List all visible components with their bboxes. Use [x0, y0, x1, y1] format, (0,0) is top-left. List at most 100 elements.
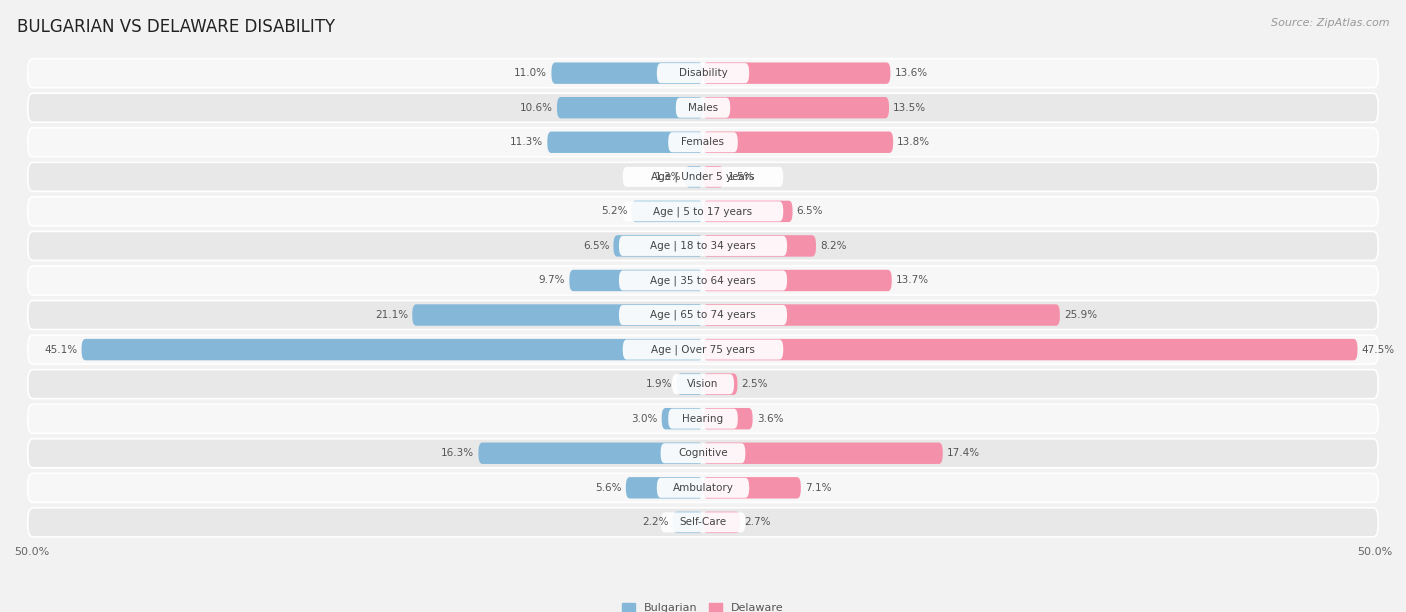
FancyBboxPatch shape	[676, 98, 730, 118]
Text: Age | 65 to 74 years: Age | 65 to 74 years	[650, 310, 756, 320]
Text: Ambulatory: Ambulatory	[672, 483, 734, 493]
FancyBboxPatch shape	[672, 512, 703, 533]
FancyBboxPatch shape	[28, 439, 1378, 468]
Text: 13.5%: 13.5%	[893, 103, 927, 113]
FancyBboxPatch shape	[28, 335, 1378, 364]
FancyBboxPatch shape	[661, 443, 745, 463]
Text: 10.6%: 10.6%	[520, 103, 553, 113]
Text: 1.3%: 1.3%	[654, 172, 681, 182]
Text: 17.4%: 17.4%	[946, 448, 980, 458]
FancyBboxPatch shape	[623, 201, 783, 222]
Text: 50.0%: 50.0%	[1357, 547, 1392, 557]
FancyBboxPatch shape	[657, 63, 749, 83]
FancyBboxPatch shape	[28, 197, 1378, 226]
FancyBboxPatch shape	[703, 62, 890, 84]
FancyBboxPatch shape	[631, 201, 703, 222]
Text: BULGARIAN VS DELAWARE DISABILITY: BULGARIAN VS DELAWARE DISABILITY	[17, 18, 335, 36]
FancyBboxPatch shape	[619, 305, 787, 325]
FancyBboxPatch shape	[703, 132, 893, 153]
FancyBboxPatch shape	[557, 97, 703, 118]
Text: 5.2%: 5.2%	[600, 206, 627, 217]
Text: 6.5%: 6.5%	[583, 241, 609, 251]
FancyBboxPatch shape	[703, 201, 793, 222]
Text: 8.2%: 8.2%	[820, 241, 846, 251]
FancyBboxPatch shape	[613, 235, 703, 256]
Text: Source: ZipAtlas.com: Source: ZipAtlas.com	[1271, 18, 1389, 28]
Text: 6.5%: 6.5%	[797, 206, 823, 217]
Text: 9.7%: 9.7%	[538, 275, 565, 285]
FancyBboxPatch shape	[623, 167, 783, 187]
FancyBboxPatch shape	[412, 304, 703, 326]
Text: 45.1%: 45.1%	[45, 345, 77, 354]
Text: 3.6%: 3.6%	[756, 414, 783, 424]
FancyBboxPatch shape	[703, 97, 889, 118]
Text: Cognitive: Cognitive	[678, 448, 728, 458]
FancyBboxPatch shape	[703, 270, 891, 291]
Text: Age | Under 5 years: Age | Under 5 years	[651, 171, 755, 182]
Text: 1.9%: 1.9%	[647, 379, 672, 389]
Legend: Bulgarian, Delaware: Bulgarian, Delaware	[617, 598, 789, 612]
FancyBboxPatch shape	[703, 304, 1060, 326]
Text: 1.5%: 1.5%	[728, 172, 754, 182]
FancyBboxPatch shape	[668, 409, 738, 429]
FancyBboxPatch shape	[703, 408, 752, 430]
FancyBboxPatch shape	[619, 271, 787, 291]
FancyBboxPatch shape	[703, 235, 815, 256]
Text: 21.1%: 21.1%	[375, 310, 408, 320]
Text: 25.9%: 25.9%	[1064, 310, 1097, 320]
FancyBboxPatch shape	[657, 478, 749, 498]
FancyBboxPatch shape	[82, 339, 703, 360]
Text: 50.0%: 50.0%	[14, 547, 49, 557]
FancyBboxPatch shape	[703, 339, 1358, 360]
FancyBboxPatch shape	[547, 132, 703, 153]
FancyBboxPatch shape	[28, 370, 1378, 398]
Text: 5.6%: 5.6%	[595, 483, 621, 493]
FancyBboxPatch shape	[685, 166, 703, 187]
FancyBboxPatch shape	[28, 128, 1378, 157]
Text: 16.3%: 16.3%	[441, 448, 474, 458]
Text: 11.0%: 11.0%	[515, 68, 547, 78]
FancyBboxPatch shape	[28, 162, 1378, 192]
Text: 2.5%: 2.5%	[741, 379, 768, 389]
Text: 11.3%: 11.3%	[510, 137, 543, 147]
FancyBboxPatch shape	[703, 477, 801, 499]
Text: 2.2%: 2.2%	[643, 517, 669, 528]
FancyBboxPatch shape	[551, 62, 703, 84]
Text: 3.0%: 3.0%	[631, 414, 658, 424]
Text: 7.1%: 7.1%	[806, 483, 831, 493]
FancyBboxPatch shape	[28, 266, 1378, 295]
FancyBboxPatch shape	[28, 404, 1378, 433]
FancyBboxPatch shape	[28, 93, 1378, 122]
FancyBboxPatch shape	[672, 374, 734, 394]
Text: 47.5%: 47.5%	[1361, 345, 1395, 354]
FancyBboxPatch shape	[28, 508, 1378, 537]
FancyBboxPatch shape	[703, 373, 738, 395]
Text: 13.8%: 13.8%	[897, 137, 931, 147]
Text: Age | 18 to 34 years: Age | 18 to 34 years	[650, 241, 756, 251]
FancyBboxPatch shape	[619, 236, 787, 256]
FancyBboxPatch shape	[668, 132, 738, 152]
FancyBboxPatch shape	[626, 477, 703, 499]
FancyBboxPatch shape	[661, 512, 745, 532]
FancyBboxPatch shape	[623, 340, 783, 360]
FancyBboxPatch shape	[703, 442, 943, 464]
FancyBboxPatch shape	[28, 473, 1378, 502]
FancyBboxPatch shape	[478, 442, 703, 464]
Text: Disability: Disability	[679, 68, 727, 78]
Text: Vision: Vision	[688, 379, 718, 389]
Text: 2.7%: 2.7%	[744, 517, 770, 528]
Text: 13.6%: 13.6%	[894, 68, 928, 78]
FancyBboxPatch shape	[28, 300, 1378, 329]
FancyBboxPatch shape	[676, 373, 703, 395]
FancyBboxPatch shape	[28, 231, 1378, 261]
Text: Males: Males	[688, 103, 718, 113]
Text: Age | Over 75 years: Age | Over 75 years	[651, 345, 755, 355]
Text: 13.7%: 13.7%	[896, 275, 929, 285]
Text: Females: Females	[682, 137, 724, 147]
Text: Hearing: Hearing	[682, 414, 724, 424]
FancyBboxPatch shape	[703, 166, 724, 187]
FancyBboxPatch shape	[28, 59, 1378, 88]
Text: Self-Care: Self-Care	[679, 517, 727, 528]
FancyBboxPatch shape	[703, 512, 740, 533]
Text: Age | 35 to 64 years: Age | 35 to 64 years	[650, 275, 756, 286]
